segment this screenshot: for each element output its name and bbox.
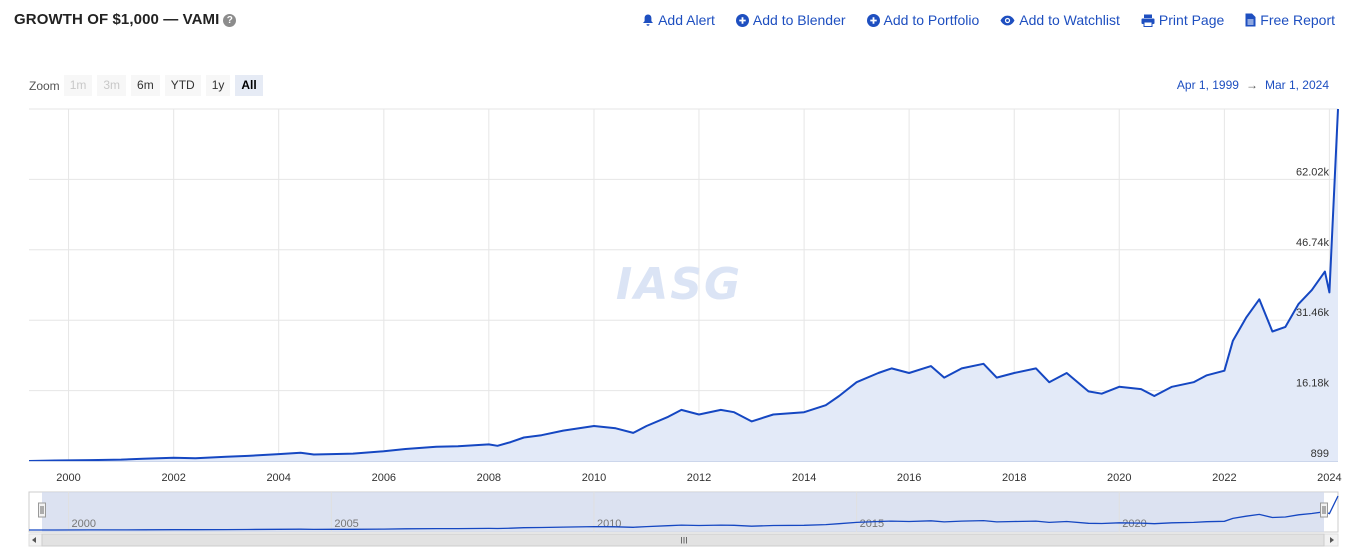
free-report-button[interactable]: Free Report (1245, 12, 1335, 28)
x-tick-label: 2006 (372, 472, 396, 484)
x-tick-label: 2012 (687, 472, 711, 484)
print-page-label: Print Page (1158, 12, 1225, 28)
x-tick-label: 2024 (1317, 472, 1341, 484)
eye-icon (1000, 15, 1015, 25)
navigator[interactable]: 2000 2005 2010 2015 2020 III (28, 491, 1339, 547)
scroll-right-arrow[interactable] (1330, 537, 1334, 543)
y-tick-label: 31.46k (1296, 307, 1330, 319)
navigator-label: 2015 (860, 518, 884, 530)
x-tick-label: 2008 (477, 472, 501, 484)
range-separator: → (1245, 78, 1258, 92)
navigator-label: 2020 (1122, 518, 1146, 530)
page-title: GROWTH OF $1,000 — VAMI? (14, 11, 237, 28)
add-to-blender-label: Add to Blender (752, 12, 846, 28)
zoom-1m-button[interactable]: 1m (63, 75, 93, 96)
y-tick-label: 62.02k (1296, 166, 1330, 178)
plus-circle-icon (735, 13, 749, 27)
x-tick-label: 2000 (56, 472, 80, 484)
date-range: Apr 1, 1999 → Mar 1, 2024 (1177, 78, 1329, 92)
chart-series (28, 108, 1339, 462)
zoom-1y-button[interactable]: 1y (205, 75, 231, 96)
handle-body[interactable] (38, 502, 46, 518)
x-tick-label: 2018 (1002, 472, 1026, 484)
range-to[interactable]: Mar 1, 2024 (1264, 78, 1329, 92)
navigator-left-handle[interactable] (38, 502, 46, 518)
navigator-label: 2000 (72, 518, 96, 530)
x-tick-label: 2004 (266, 472, 290, 484)
zoom-3m-button[interactable]: 3m (97, 75, 127, 96)
add-to-watchlist-label: Add to Watchlist (1019, 12, 1120, 28)
add-to-portfolio-button[interactable]: Add to Portfolio (866, 12, 980, 28)
series-line (28, 108, 1339, 462)
watermark: IASG (616, 259, 742, 310)
zoom-label: Zoom (29, 78, 60, 93)
y-tick-label: 899 (1311, 448, 1329, 460)
navigator-series-line (29, 495, 1339, 531)
bell-icon (643, 14, 654, 26)
x-tick-label: 2022 (1212, 472, 1236, 484)
help-icon[interactable]: ? (223, 14, 237, 27)
x-tick-label: 2010 (582, 472, 606, 484)
printer-icon (1141, 14, 1155, 27)
y-tick-label: 46.74k (1296, 237, 1330, 249)
handle-body[interactable] (1320, 502, 1328, 518)
scrollbar-grip: III (680, 536, 688, 546)
y-tick-label: 16.18k (1296, 378, 1330, 390)
add-to-blender-button[interactable]: Add to Blender (735, 12, 846, 28)
chart-axes: 2000 2002 2004 2006 2008 2010 2012 2014 2016 2018… (29, 166, 1342, 484)
document-icon (1245, 13, 1256, 27)
zoom-controls: Zoom 1m 3m 6m YTD 1y All (29, 75, 268, 96)
title-text: GROWTH OF $1,000 — VAMI (14, 11, 220, 28)
navigator-right-handle[interactable] (1320, 502, 1328, 518)
zoom-ytd-button[interactable]: YTD (164, 75, 201, 96)
add-to-portfolio-label: Add to Portfolio (883, 12, 980, 28)
navigator-label: 2010 (597, 518, 621, 530)
x-tick-label: 2014 (792, 472, 816, 484)
scroll-left-arrow[interactable] (32, 537, 36, 543)
free-report-label: Free Report (1260, 12, 1335, 28)
add-to-watchlist-button[interactable]: Add to Watchlist (1000, 12, 1120, 28)
plus-circle-icon (866, 13, 880, 27)
x-tick-label: 2002 (161, 472, 185, 484)
x-tick-label: 2016 (897, 472, 921, 484)
series-area (29, 109, 1338, 461)
scrollbar-thumb[interactable] (41, 533, 1325, 547)
add-alert-label: Add Alert (658, 12, 715, 28)
action-bar: Add Alert Add to Blender Add to Portfoli… (642, 12, 1335, 28)
navigator-label: 2005 (334, 518, 358, 530)
x-tick-label: 2020 (1107, 472, 1131, 484)
range-from[interactable]: Apr 1, 1999 (1176, 78, 1239, 92)
zoom-all-button[interactable]: All (235, 75, 263, 96)
zoom-6m-button[interactable]: 6m (131, 75, 160, 96)
add-alert-button[interactable]: Add Alert (642, 12, 715, 28)
print-page-button[interactable]: Print Page (1141, 12, 1224, 28)
